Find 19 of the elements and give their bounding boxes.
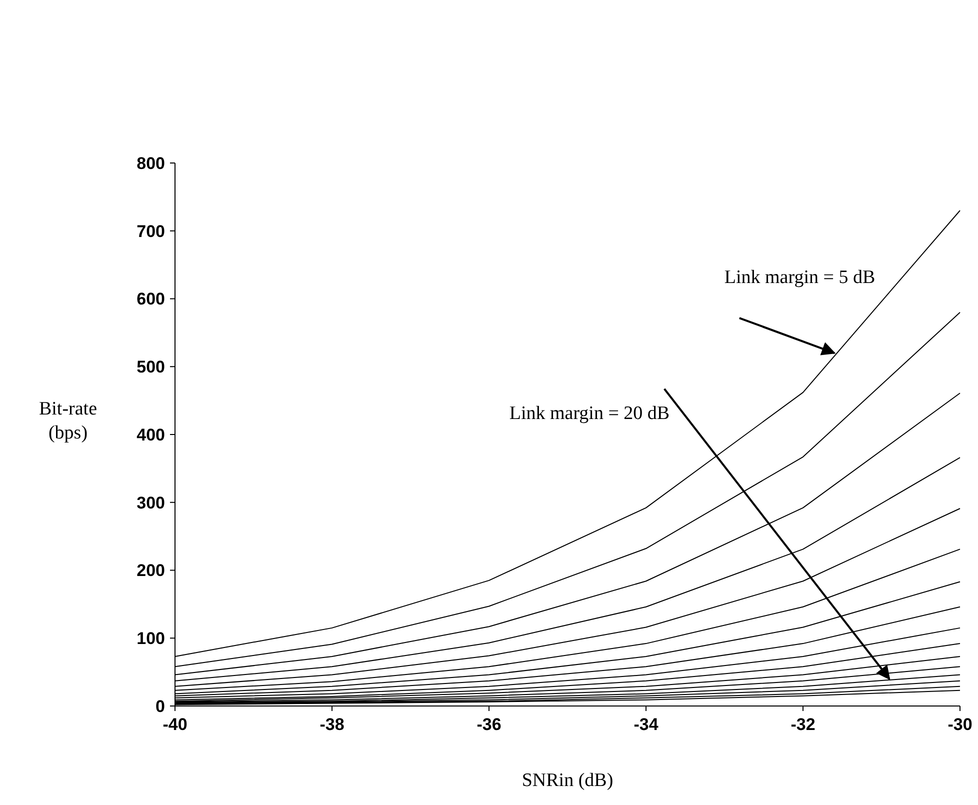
x-axis-title: SNRin (dB) [522, 770, 614, 791]
x-tick-label: -32 [790, 715, 816, 734]
y-tick-label: 500 [136, 358, 165, 377]
annotation: Link margin = 5 dB [724, 267, 876, 288]
y-tick-label: 400 [136, 425, 165, 444]
y-tick-label: 100 [136, 629, 165, 648]
x-tick-label: -34 [634, 715, 659, 734]
x-tick-label: -36 [476, 715, 502, 734]
y-tick-label: 200 [136, 561, 165, 580]
x-tick-label: -40 [162, 715, 188, 734]
x-tick-label: -30 [948, 715, 972, 734]
y-tick-label: 700 [136, 222, 165, 241]
y-tick-label: 0 [156, 696, 165, 716]
annotation: Link margin = 20 dB [509, 402, 670, 424]
y-tick-label: 800 [136, 154, 165, 173]
x-tick-label: -38 [320, 715, 344, 734]
y-tick-label: 300 [136, 493, 165, 512]
y-tick-label: 600 [136, 290, 165, 309]
y-axis-title: Bit-rate (bps) [38, 398, 98, 444]
